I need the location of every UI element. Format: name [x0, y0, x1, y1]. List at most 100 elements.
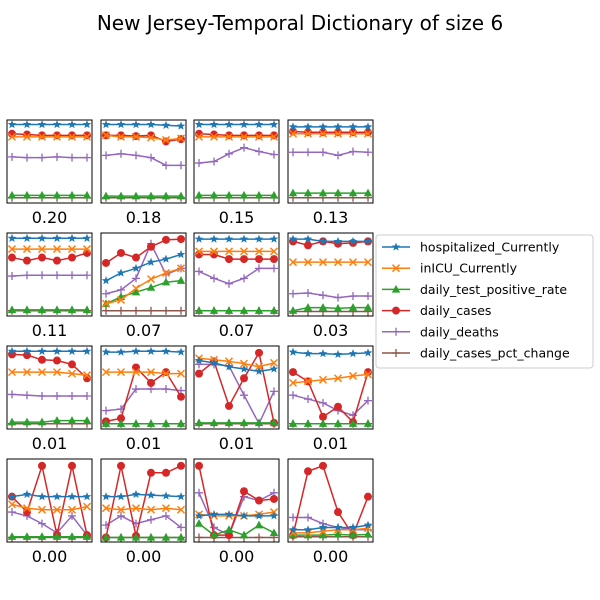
- panel-4: 0.13: [287, 119, 374, 227]
- data-point-marker: [102, 306, 110, 315]
- data-point-marker: [177, 235, 185, 244]
- panel-frame: [193, 232, 280, 317]
- data-point-marker: [147, 242, 155, 251]
- data-point-marker: [23, 153, 31, 162]
- series-daily-test-positive-rate: [194, 519, 279, 539]
- data-point-marker: [82, 132, 92, 141]
- panel-7: 0.07: [193, 232, 280, 340]
- data-point-marker: [176, 276, 186, 284]
- data-point-marker: [254, 234, 264, 243]
- data-point-marker: [269, 511, 279, 520]
- data-point-marker: [239, 247, 249, 256]
- data-point-marker: [38, 253, 46, 262]
- data-point-marker: [195, 159, 203, 168]
- panel-weight-label: 0.01: [313, 434, 349, 453]
- data-point-marker: [318, 258, 328, 267]
- data-point-marker: [224, 190, 234, 199]
- panel-weight-label: 0.01: [32, 434, 68, 453]
- data-point-marker: [224, 418, 234, 427]
- data-point-marker: [348, 371, 358, 380]
- data-point-marker: [176, 532, 186, 541]
- data-point-marker: [334, 151, 342, 160]
- data-point-marker: [318, 188, 328, 197]
- data-point-marker: [22, 368, 32, 377]
- data-point-marker: [254, 418, 264, 427]
- data-point-marker: [304, 241, 312, 250]
- data-point-marker: [255, 348, 263, 357]
- data-point-marker: [177, 161, 185, 170]
- data-point-marker: [131, 532, 141, 541]
- data-point-marker: [333, 419, 343, 427]
- series-daily-test-positive-rate: [288, 188, 373, 197]
- data-point-marker: [304, 288, 312, 297]
- data-point-marker: [161, 120, 171, 129]
- series-inICU-Currently: [7, 245, 92, 254]
- data-point-marker: [289, 148, 297, 157]
- data-point-marker: [131, 191, 141, 200]
- data-point-marker: [318, 530, 328, 539]
- data-point-marker: [162, 137, 170, 146]
- data-point-marker: [240, 255, 248, 264]
- data-point-marker: [194, 190, 204, 199]
- data-point-marker: [288, 122, 298, 131]
- panel-frame: [100, 345, 187, 430]
- data-point-marker: [52, 416, 62, 424]
- data-point-marker: [288, 258, 298, 267]
- data-point-marker: [363, 258, 373, 267]
- data-point-marker: [239, 132, 249, 141]
- data-point-marker: [162, 235, 170, 244]
- data-point-marker: [319, 291, 327, 300]
- figure-title: New Jersey-Temporal Dictionary of size 6: [97, 11, 503, 35]
- data-point-marker: [146, 283, 156, 291]
- data-point-marker: [132, 274, 140, 283]
- panel-15: 0.00: [193, 458, 280, 566]
- data-point-marker: [288, 129, 298, 138]
- data-point-marker: [209, 418, 219, 427]
- data-point-marker: [239, 359, 249, 368]
- data-point-marker: [22, 417, 32, 426]
- series-daily-deaths: [195, 143, 278, 168]
- data-point-marker: [269, 418, 279, 427]
- data-point-marker: [82, 245, 92, 254]
- data-point-marker: [195, 369, 203, 378]
- panel-weight-label: 0.00: [126, 547, 162, 566]
- data-point-marker: [146, 368, 156, 377]
- data-point-marker: [319, 461, 327, 470]
- data-point-marker: [8, 152, 16, 161]
- data-point-marker: [333, 129, 343, 138]
- data-point-marker: [304, 395, 312, 404]
- data-point-marker: [131, 489, 141, 498]
- data-point-marker: [161, 135, 171, 144]
- data-point-marker: [101, 191, 111, 200]
- data-point-marker: [239, 511, 249, 520]
- data-point-marker: [334, 402, 342, 411]
- panel-frame: [287, 232, 374, 317]
- series-line: [292, 373, 369, 384]
- series-line: [105, 267, 182, 305]
- data-point-marker: [240, 487, 248, 496]
- data-point-marker: [22, 245, 32, 254]
- legend-label: daily_cases_pct_change: [420, 346, 570, 361]
- data-point-marker: [318, 236, 328, 246]
- data-point-marker: [83, 153, 91, 162]
- legend-label: inICU_Currently: [420, 261, 518, 276]
- legend-label: daily_test_positive_rate: [420, 282, 567, 297]
- panel-10: 0.01: [100, 345, 187, 453]
- series-hospitalized-Currently: [194, 234, 279, 243]
- data-point-marker: [116, 492, 126, 501]
- data-point-marker: [239, 364, 249, 373]
- legend-marker: [391, 264, 401, 273]
- data-point-marker: [225, 149, 233, 158]
- series-daily-test-positive-rate: [7, 190, 92, 199]
- series-daily-deaths: [8, 390, 91, 400]
- data-point-marker: [176, 505, 186, 514]
- data-point-marker: [101, 368, 111, 377]
- data-point-marker: [348, 303, 358, 311]
- data-point-marker: [147, 378, 155, 387]
- data-point-marker: [101, 492, 111, 501]
- data-point-marker: [102, 406, 110, 415]
- data-point-marker: [37, 245, 47, 254]
- panel-weight-label: 0.01: [126, 434, 162, 453]
- series-daily-deaths: [289, 288, 372, 302]
